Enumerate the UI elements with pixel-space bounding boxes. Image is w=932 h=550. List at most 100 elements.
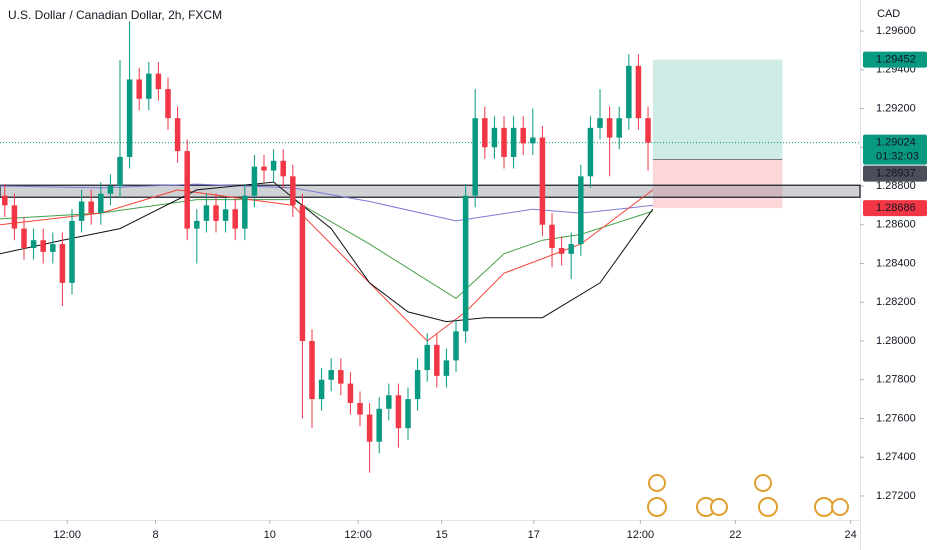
candle-body [203,205,210,221]
profit-zone [652,59,783,160]
candle-body [501,127,507,157]
candle-body [174,118,181,152]
candle-body [318,379,325,400]
candle-body [549,224,555,248]
candle-body [558,247,565,254]
candle-body [357,402,363,415]
candle-body [299,205,306,341]
candle-body [117,156,123,186]
x-tick-label: 12:00 [627,529,655,541]
x-tick-label: 24 [844,529,856,541]
candle-body [309,340,315,400]
x-tick-label: 12:00 [53,529,81,541]
countdown: 01:32:03 [876,150,919,162]
price-tag [863,51,927,68]
moving-average [0,189,654,342]
price-tag-label: 1.29024 [876,136,916,148]
candle-body [405,399,411,429]
candle-body [78,201,85,221]
candle-body [462,195,469,332]
candle-body [568,244,574,254]
candle-body [530,137,536,144]
loss-zone [652,159,783,209]
candle-body [366,414,373,442]
candle-body [21,228,27,248]
candle-body [59,244,66,283]
moving-average [0,181,654,323]
candle-body [376,408,382,442]
candle-body [491,127,498,148]
x-tick-label: 15 [435,529,447,541]
event-icons [647,474,849,517]
x-tick-label: 12:00 [344,529,372,541]
candle-body [386,395,392,409]
price-tag [863,200,927,217]
candle-body [520,127,526,144]
candle-body [539,137,546,225]
candle-body [626,65,632,119]
price-tag-label: 1.29452 [876,54,916,66]
candle-body [453,331,459,361]
candle-body [194,220,200,229]
y-tick-label: 1.28200 [876,296,916,308]
x-tick-label: 22 [729,529,741,541]
candle-body [69,220,75,283]
candle-body [184,151,190,229]
currency-label: CAD [877,8,900,20]
candle-body [213,205,219,221]
candle-body [232,209,238,229]
x-tick-label: 10 [264,529,276,541]
candle-body [2,195,8,206]
candle-body [347,383,354,403]
candle-body [578,176,584,245]
candle-body [472,118,478,196]
candle-body [136,79,142,99]
candle-body [510,127,517,157]
candle-body [616,118,622,138]
candle-body [606,118,613,138]
candle-body [126,79,133,157]
candle-body [242,195,248,229]
candle-body [434,344,440,376]
price-tag [863,165,927,182]
candle-body [222,209,229,221]
y-tick-label: 1.27800 [876,374,916,386]
candle-body [88,201,94,214]
candle-body [597,118,603,128]
candle-body [270,160,277,171]
chart-title: U.S. Dollar / Canadian Dollar, 2h, FXCM [8,8,222,22]
candle-body [482,118,488,148]
y-tick-label: 1.29200 [876,102,916,114]
moving-average [0,183,653,222]
candle-body [11,205,18,229]
price-tag [863,134,927,165]
candle-body [165,89,171,119]
candle-body [328,370,334,380]
candle-body [98,193,104,214]
candle-body [635,65,642,119]
candle-body [587,127,594,177]
candle-body [290,176,296,206]
candle-body [443,360,450,376]
candle-body [645,118,651,143]
candle-body [30,240,37,248]
candle-body [155,73,162,90]
candle-body [424,344,430,371]
candle-body [40,240,46,252]
candle-body [395,395,402,429]
y-tick-label: 1.29600 [876,25,916,37]
y-tick-label: 1.27600 [876,412,916,424]
price-tag-label: 1.28937 [876,167,916,179]
candle-body [146,73,152,99]
candle-body [280,160,286,177]
y-tick-label: 1.28000 [876,335,916,347]
y-tick-label: 1.27200 [876,490,916,502]
y-tick-label: 1.27400 [876,451,916,463]
x-tick-label: 8 [152,529,158,541]
price-tag-label: 1.28686 [876,202,916,214]
candle-body [414,370,421,400]
y-tick-label: 1.28800 [876,180,916,192]
x-tick-label: 17 [528,529,540,541]
candle-body [251,166,258,196]
